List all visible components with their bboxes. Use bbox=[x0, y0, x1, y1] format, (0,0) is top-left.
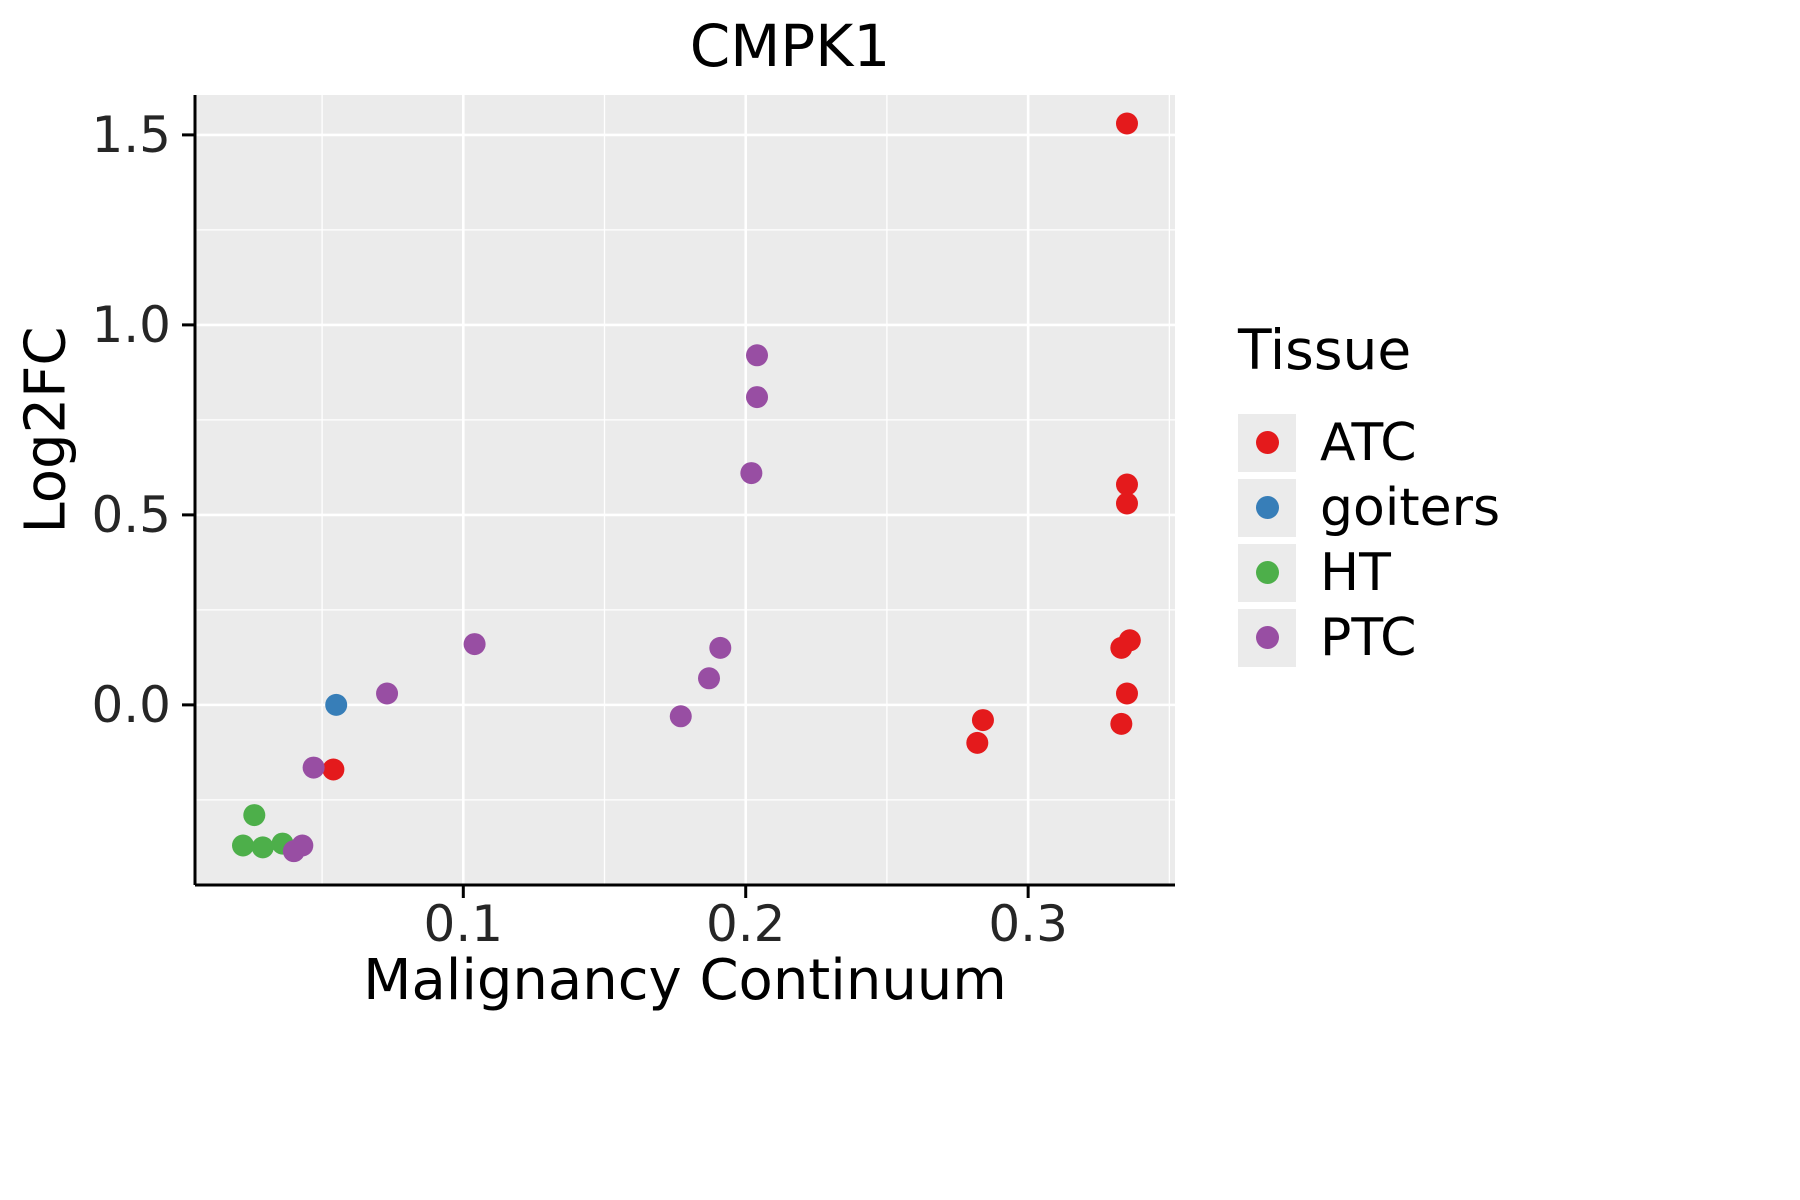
legend: Tissue ATC goiters HT PTC bbox=[1238, 318, 1500, 670]
data-point-ptc bbox=[698, 667, 721, 690]
data-point-goiters bbox=[325, 693, 348, 716]
chart-title: CMPK1 bbox=[689, 12, 891, 80]
legend-item-ptc: PTC bbox=[1238, 605, 1500, 670]
legend-label-atc: ATC bbox=[1320, 412, 1417, 473]
data-point-atc bbox=[966, 731, 989, 754]
legend-key-atc bbox=[1238, 413, 1296, 472]
data-point-ht bbox=[232, 834, 255, 857]
data-point-atc bbox=[1110, 712, 1133, 735]
legend-dot-atc bbox=[1255, 431, 1279, 454]
data-point-atc bbox=[971, 709, 994, 732]
legend-label-ht: HT bbox=[1320, 542, 1391, 603]
x-axis-title: Malignancy Continuum bbox=[363, 948, 1007, 1013]
legend-keys: ATC goiters HT PTC bbox=[1238, 410, 1500, 670]
data-point-ptc bbox=[740, 462, 763, 485]
legend-title: Tissue bbox=[1238, 318, 1412, 382]
legend-item-ht: HT bbox=[1238, 540, 1500, 605]
y-tick-label: 0.5 bbox=[91, 486, 171, 544]
x-tick-label: 0.1 bbox=[424, 895, 504, 953]
legend-item-goiters: goiters bbox=[1238, 475, 1500, 540]
data-point-ptc bbox=[669, 705, 692, 728]
data-point-ht bbox=[243, 804, 266, 827]
data-point-atc bbox=[322, 758, 345, 781]
data-point-atc bbox=[1115, 492, 1138, 515]
data-point-atc bbox=[1115, 112, 1138, 135]
data-point-ptc bbox=[376, 682, 399, 705]
data-point-ptc bbox=[746, 344, 769, 367]
legend-label-goiters: goiters bbox=[1320, 477, 1501, 538]
data-point-ht bbox=[251, 836, 274, 859]
data-point-ptc bbox=[302, 756, 325, 779]
legend-dot-ptc bbox=[1255, 626, 1279, 649]
data-point-ptc bbox=[291, 834, 314, 857]
y-tick-label: 1.5 bbox=[91, 106, 171, 164]
legend-item-atc: ATC bbox=[1238, 410, 1500, 475]
legend-key-ptc bbox=[1238, 608, 1296, 667]
data-point-atc bbox=[1115, 682, 1138, 705]
x-tick-label: 0.2 bbox=[706, 895, 786, 953]
legend-dot-goiters bbox=[1255, 496, 1279, 519]
y-tick-label: 0.0 bbox=[91, 676, 171, 734]
panel-background bbox=[195, 95, 1175, 885]
legend-dot-ht bbox=[1255, 561, 1279, 584]
y-tick-label: 1.0 bbox=[91, 296, 171, 354]
x-tick-label: 0.3 bbox=[988, 895, 1068, 953]
data-point-ptc bbox=[746, 386, 769, 409]
data-point-atc bbox=[1115, 473, 1138, 496]
data-point-ptc bbox=[463, 633, 486, 656]
legend-key-ht bbox=[1238, 543, 1296, 602]
legend-key-goiters bbox=[1238, 478, 1296, 537]
data-point-atc bbox=[1110, 636, 1133, 659]
legend-label-ptc: PTC bbox=[1320, 607, 1417, 668]
data-point-ptc bbox=[709, 636, 732, 659]
